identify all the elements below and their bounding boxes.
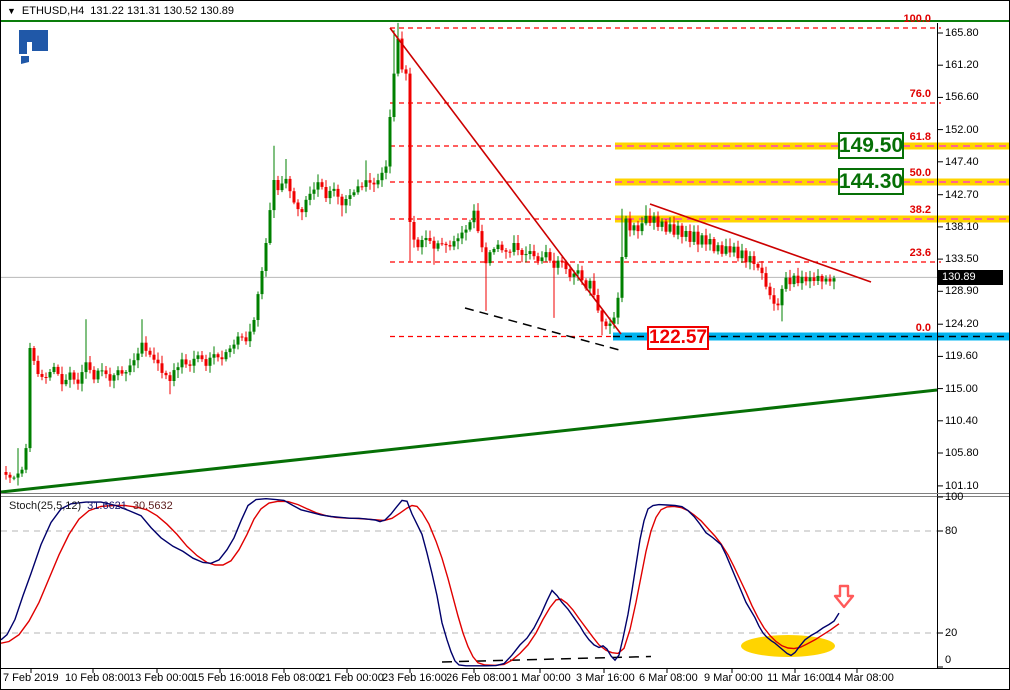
stoch-axis-label: 100	[945, 491, 964, 503]
price-axis-label: 147.40	[945, 155, 979, 168]
price-axis-label: 152.00	[945, 123, 979, 136]
fib-percent-label-100.0: 100.0	[903, 13, 931, 25]
stoch-signal-line	[1, 500, 840, 667]
indicator-main-value: 31.6621	[87, 500, 127, 512]
fib-price-label-144.30: 144.30	[838, 168, 904, 195]
indicator-signal-value: 30.5632	[132, 500, 173, 512]
price-axis-label: 115.00	[945, 382, 978, 395]
fib-percent-label-38.2: 38.2	[909, 204, 931, 216]
ohlc-values: 131.22 131.31 130.52 130.89	[90, 5, 235, 17]
time-axis-label: 21 Feb 00:00	[319, 672, 384, 684]
time-axis-label: 3 Mar 16:00	[576, 672, 635, 684]
price-axis-label: 124.20	[945, 318, 979, 331]
price-axis-label: 142.70	[945, 188, 979, 201]
indicator-label: Stoch(25,5,12) 31.6621 30.5632	[9, 500, 173, 512]
highlight-ellipse	[741, 635, 835, 657]
fib-percent-label-50.0: 50.0	[909, 167, 931, 179]
price-axis-label: 138.10	[945, 220, 979, 233]
price-axis-label: 156.60	[945, 91, 979, 104]
fib-price-label-122.57: 122.57	[647, 326, 709, 350]
time-axis-label: 6 Mar 08:00	[639, 672, 698, 684]
fib-percent-label-61.8: 61.8	[909, 131, 931, 143]
time-axis-label: 11 Mar 16:00	[767, 672, 832, 684]
downtrend-red-2	[649, 203, 872, 283]
fib-percent-label-0.0: 0.0	[915, 321, 931, 334]
time-axis-label: 18 Feb 08:00	[256, 672, 321, 684]
price-axis-label: 110.40	[945, 414, 978, 427]
candlestick-series	[4, 22, 836, 486]
stoch-axis-label: 80	[945, 525, 958, 537]
time-axis-label: 9 Mar 00:00	[704, 672, 763, 684]
title-separator-line	[1, 20, 1009, 22]
indicator-name: Stoch(25,5,12)	[9, 500, 82, 512]
fib-price-label-149.50: 149.50	[838, 132, 904, 159]
chart-title-bar: ▼ ETHUSD,H4 131.22 131.31 130.52 130.89	[1, 1, 1009, 21]
dashed-black-main	[464, 307, 624, 352]
time-axis-label: 26 Feb 08:00	[446, 672, 511, 684]
price-axis-label: 165.80	[945, 27, 979, 39]
stoch-axis-label: 20	[945, 627, 958, 639]
triangle-down-icon[interactable]: ▼	[7, 6, 16, 16]
time-axis-label: 23 Feb 16:00	[382, 672, 447, 684]
price-axis-label: 133.50	[945, 253, 979, 266]
time-axis-label: 1 Mar 00:00	[512, 672, 571, 684]
broker-logo-icon	[19, 30, 48, 64]
price-axis-label: 101.10	[945, 479, 979, 492]
down-arrow-icon	[833, 584, 855, 609]
symbol-period-label: ETHUSD,H4	[21, 5, 85, 17]
time-axis-label: 13 Feb 00:00	[129, 672, 194, 684]
price-axis-label: 119.60	[945, 350, 978, 363]
downtrend-red-1	[389, 27, 622, 335]
price-axis-label: 161.20	[945, 59, 979, 72]
current-price-badge: 130.89	[938, 269, 1003, 285]
time-axis-label: 15 Feb 16:00	[192, 672, 257, 684]
time-axis-label: 14 Mar 08:00	[829, 672, 894, 684]
stoch-main-line	[1, 497, 840, 667]
price-axis-label: 128.90	[945, 285, 979, 298]
time-axis-label: 7 Feb 2019	[3, 672, 59, 684]
price-axis-label: 105.80	[945, 447, 979, 459]
stoch-axis-label: 0	[945, 654, 952, 666]
time-axis-label: 10 Feb 08:00	[65, 672, 130, 684]
support-green	[1, 388, 938, 494]
fib-percent-label-76.0: 76.0	[909, 88, 931, 100]
fib-percent-label-23.6: 23.6	[909, 247, 931, 259]
